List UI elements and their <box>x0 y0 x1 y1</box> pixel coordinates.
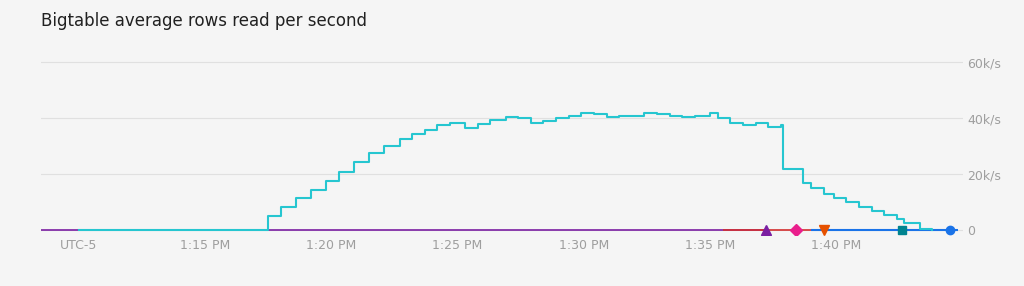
Text: Bigtable average rows read per second: Bigtable average rows read per second <box>41 12 367 30</box>
